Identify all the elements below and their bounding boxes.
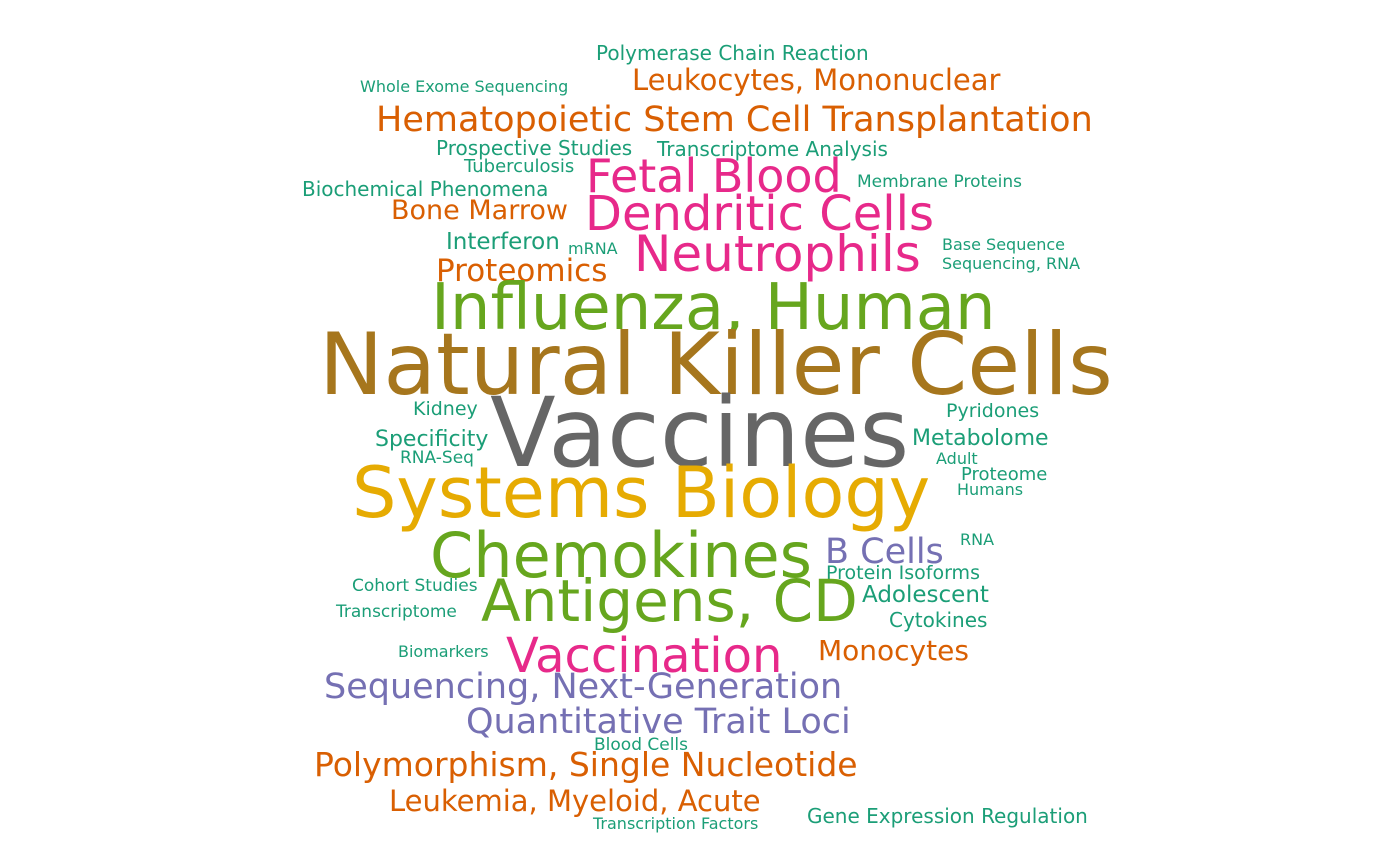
word-metabolome: Metabolome <box>912 426 1049 451</box>
word-systems-biology: Systems Biology <box>352 452 931 534</box>
word-tuberculosis: Tuberculosis <box>464 156 575 177</box>
word-neutrophils: Neutrophils <box>634 225 921 283</box>
word-monocytes: Monocytes <box>818 634 969 667</box>
word-base-sequence: Base Sequence <box>942 235 1065 254</box>
word-leukocytes-mononuclear: Leukocytes, Mononuclear <box>632 63 1001 97</box>
word-prospective-studies: Prospective Studies <box>436 136 633 160</box>
word-adult: Adult <box>936 449 978 468</box>
word-transcription-factors: Transcription Factors <box>593 814 759 833</box>
word-biomarkers: Biomarkers <box>398 642 489 661</box>
word-bone-marrow: Bone Marrow <box>391 195 568 226</box>
word-fetal-blood: Fetal Blood <box>586 149 842 203</box>
word-biochemical-phenomena: Biochemical Phenomena <box>302 177 549 201</box>
word-rna: RNA <box>960 530 995 549</box>
word-quantitative-trait-loci: Quantitative Trait Loci <box>466 702 851 742</box>
word-membrane-proteins: Membrane Proteins <box>857 172 1022 192</box>
word-blood-cells: Blood Cells <box>594 735 689 755</box>
word-antigens-cd: Antigens, CD <box>481 567 858 635</box>
word-cohort-studies: Cohort Studies <box>352 576 478 596</box>
word-leukemia-myeloid-acute: Leukemia, Myeloid, Acute <box>389 784 761 818</box>
word-gene-expression-regulation: Gene Expression Regulation <box>807 804 1088 828</box>
word-polymerase-chain-reaction: Polymerase Chain Reaction <box>596 41 869 65</box>
word-cytokines: Cytokines <box>889 608 988 632</box>
word-b-cells: B Cells <box>825 532 944 572</box>
word-kidney: Kidney <box>413 398 478 420</box>
word-mrna: mRNA <box>568 239 618 258</box>
word-interferon: Interferon <box>446 229 560 255</box>
word-rna-seq: RNA-Seq <box>400 448 474 468</box>
word-pyridones: Pyridones <box>946 400 1040 422</box>
word-vaccination: Vaccination <box>506 628 783 684</box>
word-sequencing-next-generation: Sequencing, Next-Generation <box>324 667 843 707</box>
word-vaccines: Vaccines <box>490 377 910 489</box>
word-influenza-human: Influenza, Human <box>431 271 996 345</box>
word-transcriptome: Transcriptome <box>336 602 457 622</box>
word-proteome: Proteome <box>961 464 1048 485</box>
word-polymorphism-single-nucleotide: Polymorphism, Single Nucleotide <box>314 745 858 784</box>
word-sequencing-rna: Sequencing, RNA <box>942 254 1081 273</box>
word-proteomics: Proteomics <box>436 253 608 289</box>
word-whole-exome-sequencing: Whole Exome Sequencing <box>360 77 569 96</box>
word-adolescent: Adolescent <box>862 582 989 608</box>
word-dendritic-cells: Dendritic Cells <box>585 186 934 242</box>
word-specificity: Specificity <box>375 427 489 452</box>
word-natural-killer-cells: Natural Killer Cells <box>319 315 1113 415</box>
word-hematopoietic-stem-cell-transplantation: Hematopoietic Stem Cell Transplantation <box>376 100 1093 140</box>
word-transcriptome-analysis: Transcriptome Analysis <box>657 137 888 161</box>
word-chemokines: Chemokines <box>430 519 812 592</box>
word-protein-isoforms: Protein Isoforms <box>826 562 980 584</box>
word-humans: Humans <box>957 480 1024 499</box>
